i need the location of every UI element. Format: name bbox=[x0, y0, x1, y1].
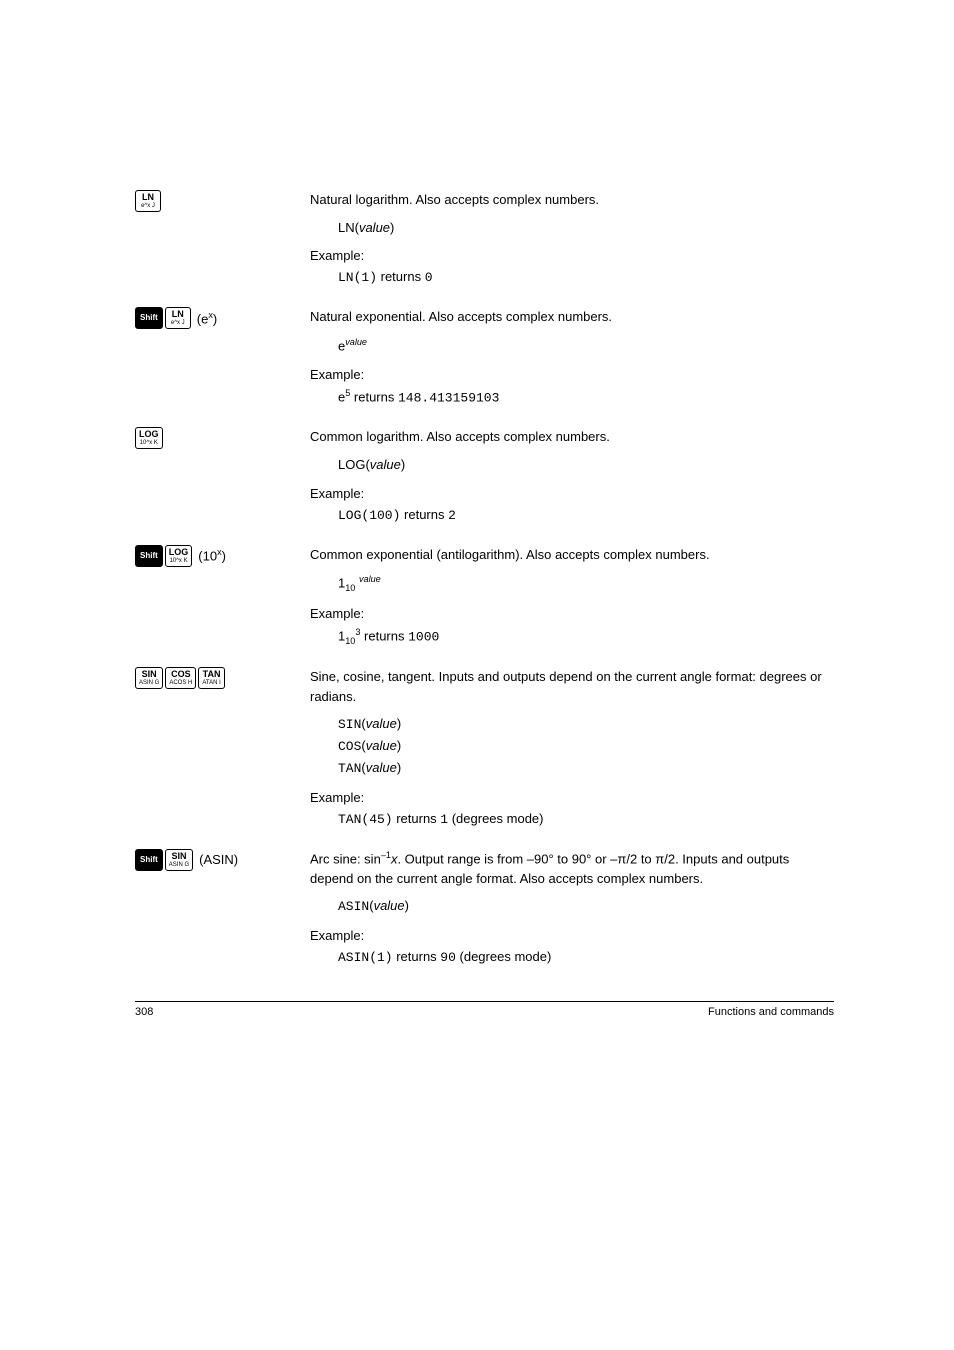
syntax-ln: LN(value) bbox=[338, 218, 834, 239]
desc-ex: Natural exponential. Also accepts comple… bbox=[310, 307, 834, 327]
key-sin2: SIN ASIN G bbox=[165, 849, 193, 871]
key-log2-main: LOG bbox=[169, 548, 189, 557]
syntax-log: LOG(value) bbox=[338, 455, 834, 476]
desc-asin: Arc sine: sin–1x. Output range is from –… bbox=[310, 849, 834, 888]
body-tenx: Common exponential (antilogarithm). Also… bbox=[310, 545, 834, 652]
syntax-tenx: 110 value bbox=[338, 572, 834, 595]
body-asin: Arc sine: sin–1x. Output range is from –… bbox=[310, 849, 834, 971]
desc-log: Common logarithm. Also accepts complex n… bbox=[310, 427, 834, 447]
entry-ln: LN e^x J Natural logarithm. Also accepts… bbox=[135, 190, 834, 291]
keycol-trig: SIN ASIN G COS ACOS H TAN ATAN I bbox=[135, 667, 310, 689]
key-ln2: LN e^x J bbox=[165, 307, 191, 329]
key-log-sub: 10^x K bbox=[140, 440, 158, 446]
keycol-log: LOG 10^x K bbox=[135, 427, 310, 449]
key-shift: Shift bbox=[135, 307, 163, 329]
suffix-asin: (ASIN) bbox=[199, 852, 238, 867]
entry-log: LOG 10^x K Common logarithm. Also accept… bbox=[135, 427, 834, 528]
example-label-asin: Example: bbox=[310, 928, 834, 943]
syntax-ex: evalue bbox=[338, 335, 834, 357]
key-log2-sub: 10^x K bbox=[169, 558, 187, 564]
key-cos-sub: ACOS H bbox=[169, 680, 192, 686]
example-body-asin: ASIN(1) returns 90 (degrees mode) bbox=[338, 949, 834, 965]
syntax-trig: SIN(value)COS(value)TAN(value) bbox=[338, 714, 834, 779]
key-log: LOG 10^x K bbox=[135, 427, 163, 449]
key-log2: LOG 10^x K bbox=[165, 545, 193, 567]
body-ln: Natural logarithm. Also accepts complex … bbox=[310, 190, 834, 291]
key-log-main: LOG bbox=[139, 430, 159, 439]
example-body-log: LOG(100) returns 2 bbox=[338, 507, 834, 523]
suffix-tenx: (10x) bbox=[198, 547, 226, 563]
section-title: Functions and commands bbox=[708, 1006, 834, 1018]
key-tan: TAN ATAN I bbox=[198, 667, 224, 689]
body-ex: Natural exponential. Also accepts comple… bbox=[310, 307, 834, 411]
page-body: LN e^x J Natural logarithm. Also accepts… bbox=[0, 0, 954, 1078]
example-label-log: Example: bbox=[310, 486, 834, 501]
key-ln-sub: e^x J bbox=[141, 203, 155, 209]
entry-tenx: Shift LOG 10^x K (10x) Common exponentia… bbox=[135, 545, 834, 652]
example-body-tenx: 1103 returns 1000 bbox=[338, 627, 834, 646]
key-sin2-sub: ASIN G bbox=[169, 862, 189, 868]
key-tan-sub: ATAN I bbox=[202, 680, 220, 686]
key-sin-sub: ASIN G bbox=[139, 680, 159, 686]
key-sin2-main: SIN bbox=[171, 852, 186, 861]
keycol-ln: LN e^x J bbox=[135, 190, 310, 212]
syntax-asin: ASIN(value) bbox=[338, 896, 834, 918]
example-label-tenx: Example: bbox=[310, 606, 834, 621]
key-shift3: Shift bbox=[135, 849, 163, 871]
keycol-tenx: Shift LOG 10^x K (10x) bbox=[135, 545, 310, 567]
key-shift2: Shift bbox=[135, 545, 163, 567]
example-body-trig: TAN(45) returns 1 (degrees mode) bbox=[338, 811, 834, 827]
page-number: 308 bbox=[135, 1006, 153, 1018]
desc-tenx: Common exponential (antilogarithm). Also… bbox=[310, 545, 834, 565]
example-body-ex: e5 returns 148.413159103 bbox=[338, 388, 834, 405]
keycol-asin: Shift SIN ASIN G (ASIN) bbox=[135, 849, 310, 871]
key-ln-main: LN bbox=[142, 193, 154, 202]
desc-ln: Natural logarithm. Also accepts complex … bbox=[310, 190, 834, 210]
entry-trig: SIN ASIN G COS ACOS H TAN ATAN I Sine, c… bbox=[135, 667, 834, 832]
key-ln2-main: LN bbox=[172, 310, 184, 319]
key-sin: SIN ASIN G bbox=[135, 667, 163, 689]
entry-ex: Shift LN e^x J (ex) Natural exponential.… bbox=[135, 307, 834, 411]
example-body-ln: LN(1) returns 0 bbox=[338, 269, 834, 285]
entry-asin: Shift SIN ASIN G (ASIN) Arc sine: sin–1x… bbox=[135, 849, 834, 971]
example-label-ln: Example: bbox=[310, 248, 834, 263]
key-ln2-sub: e^x J bbox=[171, 320, 185, 326]
key-ln: LN e^x J bbox=[135, 190, 161, 212]
body-log: Common logarithm. Also accepts complex n… bbox=[310, 427, 834, 528]
suffix-ex: (ex) bbox=[197, 310, 217, 326]
key-tan-main: TAN bbox=[203, 670, 221, 679]
key-cos: COS ACOS H bbox=[165, 667, 196, 689]
key-sin-main: SIN bbox=[142, 670, 157, 679]
example-label-trig: Example: bbox=[310, 790, 834, 805]
body-trig: Sine, cosine, tangent. Inputs and output… bbox=[310, 667, 834, 832]
example-label-ex: Example: bbox=[310, 367, 834, 382]
key-cos-main: COS bbox=[171, 670, 191, 679]
desc-trig: Sine, cosine, tangent. Inputs and output… bbox=[310, 667, 834, 706]
page-footer: 308 Functions and commands bbox=[135, 1001, 834, 1018]
keycol-ex: Shift LN e^x J (ex) bbox=[135, 307, 310, 329]
